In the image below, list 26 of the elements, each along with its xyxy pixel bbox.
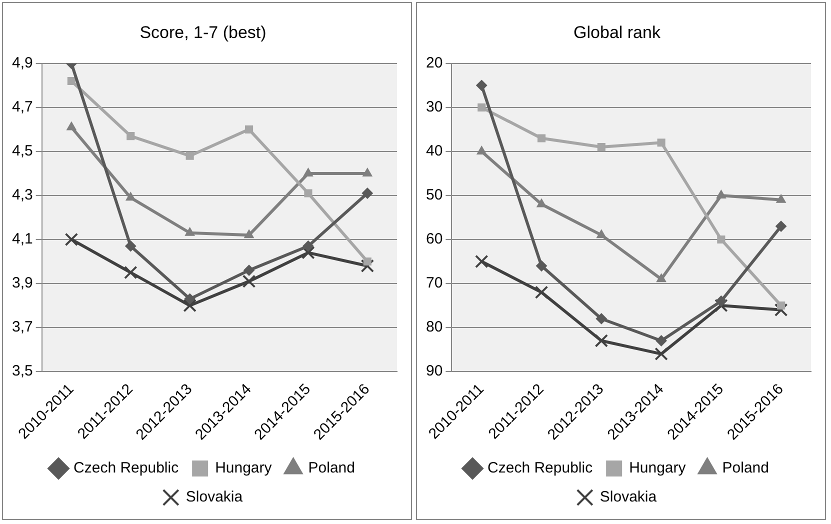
y-tick-label: 90 xyxy=(426,362,443,380)
chart-title: Score, 1-7 (best) xyxy=(140,22,266,42)
legend-label: Hungary xyxy=(629,460,686,477)
y-tick-label: 30 xyxy=(426,98,443,116)
y-tick-label: 4,3 xyxy=(12,186,33,204)
legend-label: Slovakia xyxy=(186,488,244,506)
y-tick-label: 50 xyxy=(426,186,443,204)
chart-title: Global rank xyxy=(574,22,661,42)
y-tick-label: 40 xyxy=(426,142,443,160)
y-tick-label: 3,5 xyxy=(12,362,33,380)
y-tick-label: 4,7 xyxy=(12,98,33,116)
legend-label: Poland xyxy=(308,460,355,477)
y-tick-label: 3,9 xyxy=(12,274,33,292)
y-tick-label: 60 xyxy=(426,230,443,248)
y-tick-label: 3,7 xyxy=(12,318,33,336)
y-tick-label: 20 xyxy=(426,54,443,72)
y-tick-label: 70 xyxy=(426,274,443,292)
legend-label: Hungary xyxy=(215,460,272,477)
y-tick-label: 4,5 xyxy=(12,142,33,160)
legend-label: Slovakia xyxy=(600,488,658,506)
y-tick-label: 4,9 xyxy=(12,54,33,72)
legend-label: Czech Republic xyxy=(488,460,594,477)
legend-label: Czech Republic xyxy=(74,460,180,477)
y-tick-label: 4,1 xyxy=(12,230,33,248)
y-tick-label: 80 xyxy=(426,318,443,336)
legend-label: Poland xyxy=(722,460,769,477)
